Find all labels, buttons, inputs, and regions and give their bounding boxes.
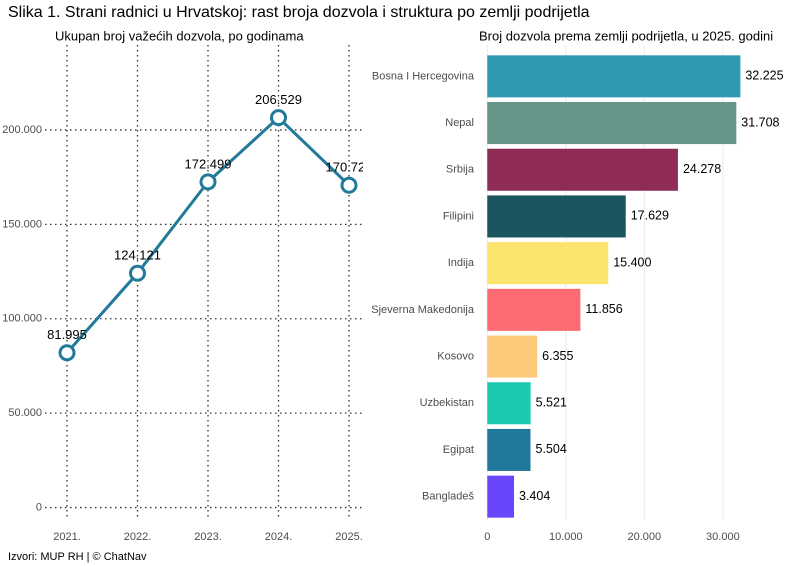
y-tick-label: Uzbekistan (420, 397, 474, 409)
panel-title: Ukupan broj važećih dozvola, po godinama (55, 28, 304, 43)
y-tick-label: Bangladeš (422, 491, 474, 503)
point (199, 173, 217, 191)
value-label: 206.529 (255, 92, 302, 107)
x-tick-label: 0 (484, 531, 490, 543)
y-tick-label: 100.000 (2, 313, 42, 325)
x-tick-label: 20.000 (628, 531, 662, 543)
value-label: 124.121 (114, 248, 161, 263)
y-tick-label: Indija (448, 257, 475, 269)
point (270, 109, 287, 127)
y-tick-label: Egipat (443, 444, 474, 456)
y-tick-label: 150.000 (2, 218, 42, 230)
value-label: 5.521 (536, 396, 567, 410)
value-label: 32.225 (745, 69, 783, 83)
x-tick-label: 2021. (53, 531, 81, 543)
y-tick-label: Kosovo (437, 350, 474, 362)
x-tick-label: 2022. (124, 531, 152, 543)
bar (487, 195, 626, 238)
value-label: 24.278 (683, 162, 721, 176)
bar (487, 242, 609, 285)
bar-plot: 0 10.000 20.000 30.000 Bosna I Hercegovina 32… (371, 45, 784, 543)
value-label: 31.708 (741, 115, 779, 129)
y-tick-label: Nepal (445, 117, 474, 129)
bar (487, 102, 737, 145)
y-tick-label: 200.000 (2, 124, 42, 136)
x-tick-label: 2024. (265, 531, 293, 543)
bar (487, 382, 531, 425)
figure-title: Slika 1. Strani radnici u Hrvatskoj: ras… (8, 4, 590, 21)
bar (487, 55, 741, 98)
bar (487, 428, 531, 471)
value-label: 170.720 (326, 160, 373, 175)
y-tick-label: Filipini (443, 210, 474, 222)
point (129, 264, 146, 282)
value-label: 81.995 (47, 327, 87, 342)
bar (487, 335, 538, 378)
y-tick-label: Bosna I Hercegovina (372, 70, 475, 82)
x-tick-label: 30.000 (706, 531, 740, 543)
y-tick-label: Srbija (446, 164, 475, 176)
caption: Izvori: MUP RH | © ChatNav (8, 551, 147, 563)
bar (487, 148, 678, 191)
x-tick-label: 2025. (335, 531, 363, 543)
line-plot: 81.995 124.121 172.499 206.529 170.720 (45, 45, 373, 517)
value-label: 17.629 (631, 209, 669, 223)
y-tick-label: 0 (36, 501, 42, 513)
bar (487, 288, 581, 331)
point (58, 344, 76, 362)
value-label: 11.856 (585, 302, 622, 316)
y-tick-label: 50.000 (8, 407, 42, 419)
bar (487, 475, 515, 518)
value-label: 6.355 (542, 349, 573, 363)
x-tick-label: 2023. (194, 531, 222, 543)
line-axes: 0 50.000 100.000 150.000 200.000 2021. 2022. 20… (2, 124, 363, 543)
panel-title: Broj dozvola prema zemlji podrijetla, u … (479, 28, 773, 43)
value-label: 5.504 (536, 442, 567, 456)
value-label: 15.400 (613, 255, 651, 269)
y-tick-label: Sjeverna Makedonija (371, 304, 475, 316)
value-label: 172.499 (185, 156, 232, 171)
point (340, 176, 358, 194)
x-tick-label: 10.000 (549, 531, 583, 543)
value-label: 3.404 (519, 489, 550, 503)
